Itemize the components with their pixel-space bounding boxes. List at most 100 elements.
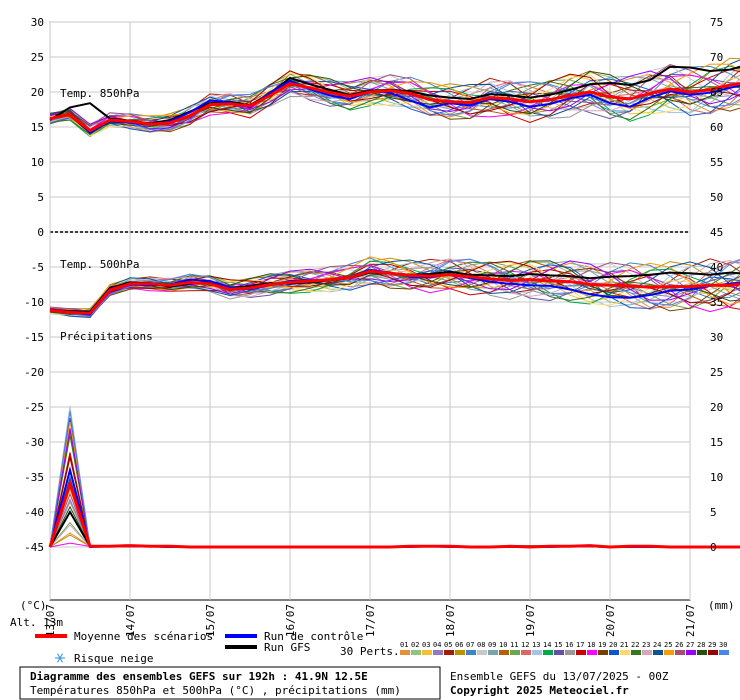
- pert-line-precip: [49, 521, 740, 548]
- pert-line-precip: [49, 492, 740, 548]
- date-tick-label: 16/07: [284, 604, 297, 637]
- pert-legend-label: 20: [609, 641, 617, 649]
- pert-line-precip: [49, 482, 740, 548]
- pert-legend-label: 29: [708, 641, 716, 649]
- panel-label-precip: Précipitations: [60, 330, 153, 343]
- left-tick-label: 15: [31, 121, 44, 134]
- left-tick-label: 5: [37, 191, 44, 204]
- date-tick-label: 14/07: [124, 604, 137, 637]
- date-tick-label: 18/07: [444, 604, 457, 637]
- pert-line-precip: [49, 478, 740, 548]
- pert-line-t850: [49, 63, 740, 134]
- pert-legend-swatch: [400, 650, 410, 655]
- right-tick-label: 10: [710, 471, 723, 484]
- pert-legend-swatch: [488, 650, 498, 655]
- pert-legend-swatch: [444, 650, 454, 655]
- pert-line-precip: [49, 469, 740, 548]
- copyright: Copyright 2025 Meteociel.fr: [450, 684, 629, 697]
- right-tick-label: 0: [710, 541, 717, 554]
- left-tick-label: -40: [24, 506, 44, 519]
- pert-line-t850: [49, 70, 740, 130]
- footer-subtitle: Températures 850hPa et 500hPa (°C) , pré…: [30, 684, 401, 697]
- legend-gfs-label: Run GFS: [264, 641, 310, 654]
- left-tick-label: 25: [31, 51, 44, 64]
- right-tick-label: 25: [710, 366, 723, 379]
- pert-legend-label: 05: [444, 641, 452, 649]
- pert-line-precip: [49, 418, 740, 548]
- pert-legend-label: 30: [719, 641, 727, 649]
- right-tick-label: 5: [710, 506, 717, 519]
- right-tick-label: 70: [710, 51, 723, 64]
- legend-mean-swatch: [35, 634, 67, 638]
- pert-line-precip: [49, 417, 740, 548]
- legend-gfs-swatch: [225, 645, 257, 649]
- pert-line-t500: [49, 264, 740, 313]
- pert-legend-swatch: [499, 650, 509, 655]
- right-tick-label: 15: [710, 436, 723, 449]
- pert-legend-swatch: [466, 650, 476, 655]
- pert-legend-label: 03: [422, 641, 430, 649]
- pert-line-precip: [49, 405, 740, 548]
- pert-legend-swatch: [433, 650, 443, 655]
- pert-line-precip: [49, 421, 740, 548]
- right-tick-label: 35: [710, 296, 723, 309]
- left-tick-label: -5: [31, 261, 44, 274]
- pert-legend-label: 11: [510, 641, 518, 649]
- right-tick-label: 50: [710, 191, 723, 204]
- pert-legend-label: 18: [587, 641, 595, 649]
- pert-legend-swatch: [686, 650, 696, 655]
- pert-line-precip: [49, 505, 740, 548]
- pert-legend-label: 24: [653, 641, 661, 649]
- snowflake-icon: [55, 653, 65, 663]
- pert-line-precip: [49, 432, 740, 548]
- footer-box: [19, 666, 441, 700]
- pert-line-precip: [49, 410, 740, 548]
- pert-legend-label: 23: [642, 641, 650, 649]
- pert-legend-label: 01: [400, 641, 408, 649]
- left-tick-label: 0: [37, 226, 44, 239]
- series-line-t850: [49, 82, 740, 133]
- pert-legend-swatch: [411, 650, 421, 655]
- right-tick-label: 20: [710, 401, 723, 414]
- pert-line-precip: [49, 435, 740, 548]
- right-tick-label: 45: [710, 226, 723, 239]
- left-tick-label: -20: [24, 366, 44, 379]
- left-tick-label: -25: [24, 401, 44, 414]
- right-tick-label: 40: [710, 261, 723, 274]
- pert-line-t850: [49, 78, 740, 133]
- perturbation-legend: 01 02 03 04 05 06 07 08 09 10 11 12 13 14 15 16 17 18 19 20…: [400, 641, 729, 655]
- pert-line-precip: [49, 524, 740, 548]
- pert-legend-swatch: [653, 650, 663, 655]
- series-line-precip: [49, 466, 740, 549]
- legend-mean-label: Moyenne des scénarios: [74, 630, 213, 643]
- date-tick-label: 17/07: [364, 604, 377, 637]
- pert-line-precip: [49, 411, 740, 548]
- pert-legend-swatch: [521, 650, 531, 655]
- pert-legend-label: 09: [488, 641, 496, 649]
- panel-label-t850: Temp. 850hPa: [60, 87, 139, 100]
- pert-legend-swatch: [631, 650, 641, 655]
- pert-legend-label: 28: [697, 641, 705, 649]
- left-tick-label: -30: [24, 436, 44, 449]
- pert-legend-label: 14: [543, 641, 551, 649]
- pert-line-precip: [49, 467, 740, 548]
- pert-legend-label: 10: [499, 641, 507, 649]
- pert-legend-label: 27: [686, 641, 694, 649]
- pert-legend-swatch: [554, 650, 564, 655]
- left-unit-label: (°C): [20, 599, 47, 612]
- pert-legend-label: 02: [411, 641, 419, 649]
- pert-legend-label: 08: [477, 641, 485, 649]
- pert-legend-swatch: [565, 650, 575, 655]
- pert-line-precip: [49, 455, 740, 548]
- left-tick-label: -45: [24, 541, 44, 554]
- pert-legend-label: 19: [598, 641, 606, 649]
- pert-line-t500: [49, 261, 740, 314]
- pert-legend-swatch: [455, 650, 465, 655]
- series-line-t850: [49, 65, 740, 125]
- pert-legend-label: 12: [521, 641, 529, 649]
- series-line-precip: [49, 509, 740, 548]
- pert-legend-label: 13: [532, 641, 540, 649]
- legend-snow-label: Risque neige: [74, 652, 153, 665]
- axis-ticks: 302520151050-5-10-15-20-25-30-35-40-4575…: [24, 16, 723, 637]
- series-line-precip: [48, 479, 740, 549]
